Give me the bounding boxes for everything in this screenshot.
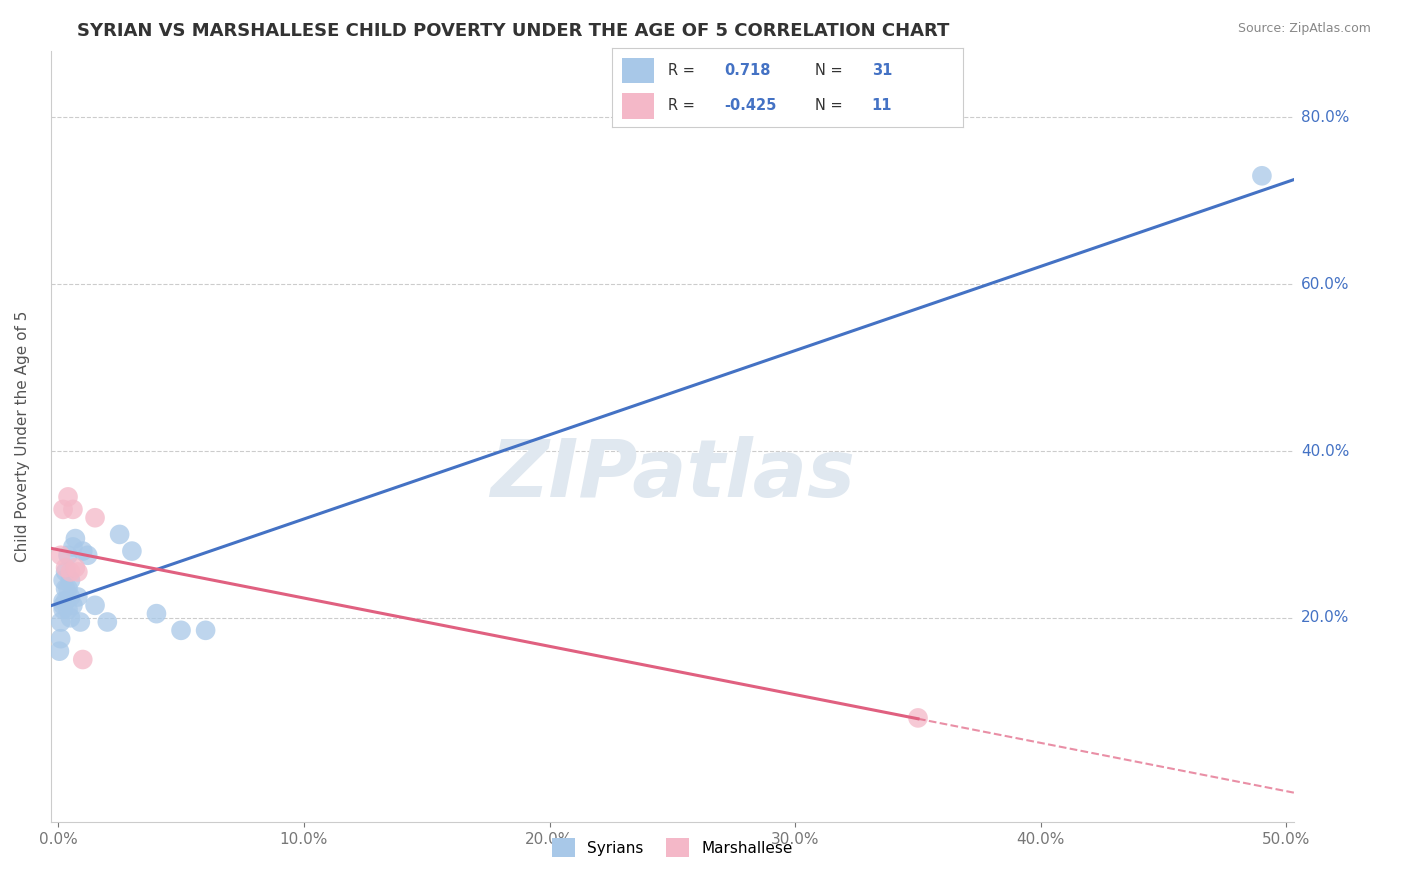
Point <box>56 582 79 596</box>
Point <box>52 599 75 613</box>
Text: 40.0%: 40.0% <box>1301 443 1350 458</box>
Text: N =: N = <box>815 62 848 78</box>
Point <box>69 615 91 629</box>
Point <box>59 611 82 625</box>
Point <box>65 561 87 575</box>
Text: R =: R = <box>668 62 699 78</box>
Point <box>56 490 79 504</box>
Point <box>48 644 70 658</box>
Text: N =: N = <box>815 98 848 113</box>
FancyBboxPatch shape <box>621 58 654 84</box>
Point <box>55 582 77 596</box>
Text: -0.425: -0.425 <box>724 98 776 113</box>
Point <box>52 594 75 608</box>
Point <box>66 590 89 604</box>
Point <box>62 540 84 554</box>
Text: 80.0%: 80.0% <box>1301 110 1350 125</box>
Point <box>1251 169 1274 183</box>
FancyBboxPatch shape <box>621 93 654 119</box>
Text: 60.0%: 60.0% <box>1301 277 1350 292</box>
Point <box>55 594 77 608</box>
Text: 31: 31 <box>872 62 891 78</box>
Point <box>56 602 79 616</box>
Point <box>55 565 77 579</box>
Point <box>56 548 79 562</box>
Legend: Syrians, Marshallese: Syrians, Marshallese <box>544 830 800 864</box>
Point <box>108 527 131 541</box>
Point <box>96 615 118 629</box>
Point <box>55 561 77 575</box>
Point <box>59 590 82 604</box>
Text: 11: 11 <box>872 98 893 113</box>
Text: SYRIAN VS MARSHALLESE CHILD POVERTY UNDER THE AGE OF 5 CORRELATION CHART: SYRIAN VS MARSHALLESE CHILD POVERTY UNDE… <box>77 22 949 40</box>
Point <box>145 607 167 621</box>
Point <box>62 502 84 516</box>
Point <box>72 652 94 666</box>
Text: Source: ZipAtlas.com: Source: ZipAtlas.com <box>1237 22 1371 36</box>
Text: ZIPatlas: ZIPatlas <box>489 436 855 514</box>
Point <box>62 599 84 613</box>
Point <box>84 599 107 613</box>
Point <box>49 548 72 562</box>
Point <box>52 602 75 616</box>
Point <box>52 502 75 516</box>
Point <box>65 532 87 546</box>
Point <box>194 624 217 638</box>
Point <box>59 574 82 588</box>
Point <box>84 510 107 524</box>
Point <box>49 615 72 629</box>
Point <box>76 548 98 562</box>
Text: R =: R = <box>668 98 699 113</box>
Point <box>49 632 72 646</box>
Point <box>59 565 82 579</box>
Text: 20.0%: 20.0% <box>1301 610 1350 625</box>
Point <box>121 544 143 558</box>
Point <box>66 565 89 579</box>
Point <box>170 624 193 638</box>
Text: 0.718: 0.718 <box>724 62 770 78</box>
Y-axis label: Child Poverty Under the Age of 5: Child Poverty Under the Age of 5 <box>15 310 30 562</box>
Point <box>72 544 94 558</box>
Point <box>52 574 75 588</box>
Point <box>907 711 929 725</box>
